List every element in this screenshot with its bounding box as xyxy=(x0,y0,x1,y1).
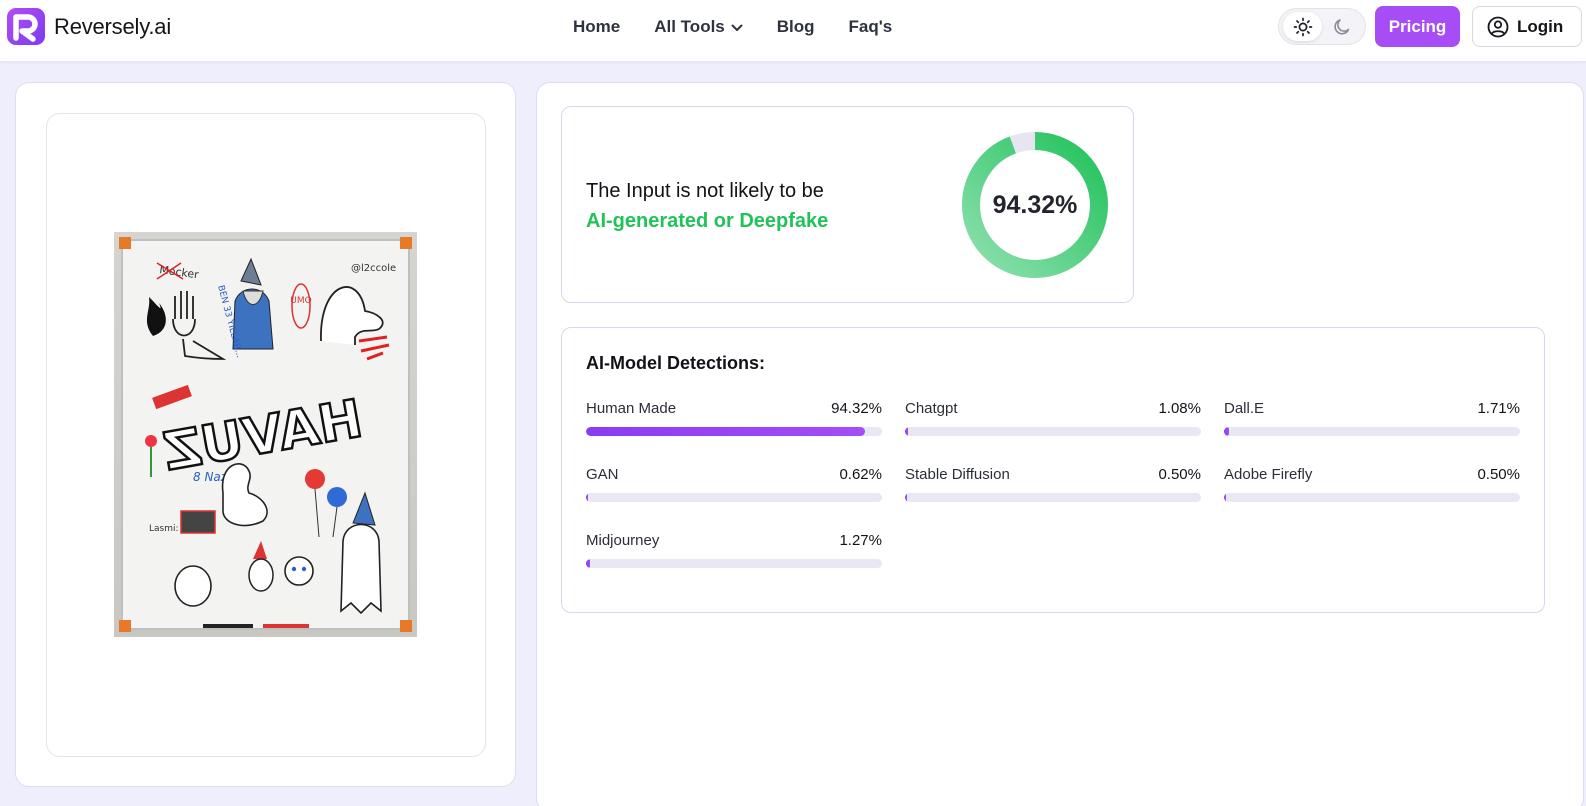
detection-percent: 0.50% xyxy=(1477,466,1520,483)
detection-progress-track xyxy=(586,559,882,568)
logo-icon xyxy=(7,8,45,45)
verdict-card: The Input is not likely to be AI-generat… xyxy=(561,106,1134,303)
detection-progress-fill xyxy=(586,493,589,502)
image-text-umo: UMO xyxy=(290,296,311,306)
uploaded-image: Mocker @l2ccole BEN 33 YILLAR... UMO xyxy=(114,232,417,637)
detection-progress-fill xyxy=(905,427,909,436)
nav-faqs[interactable]: Faq's xyxy=(849,17,893,37)
detection-model-name: Chatgpt xyxy=(905,400,958,417)
verdict-highlight: AI-generated or Deepfake xyxy=(586,210,829,232)
nav-home[interactable]: Home xyxy=(573,17,620,37)
detection-model-name: Human Made xyxy=(586,400,677,417)
detection-progress-track xyxy=(586,493,882,502)
nav-blog[interactable]: Blog xyxy=(777,17,815,37)
light-mode-button[interactable] xyxy=(1283,12,1322,41)
detection-percent: 1.08% xyxy=(1158,400,1201,417)
detection-item: Midjourney 1.27% xyxy=(586,532,882,572)
sun-icon xyxy=(1293,17,1312,36)
nav-all-tools-label: All Tools xyxy=(654,17,725,36)
detection-percent: 0.50% xyxy=(1158,466,1201,483)
detection-item: Human Made 94.32% xyxy=(586,400,882,440)
detection-model-name: Dall.E xyxy=(1224,400,1265,417)
image-preview-frame: Mocker @l2ccole BEN 33 YILLAR... UMO xyxy=(46,113,486,757)
clip-corner xyxy=(400,237,412,249)
image-text-lasmi: Lasmi: xyxy=(149,524,179,534)
clip-corner xyxy=(119,237,131,249)
clip-corner xyxy=(119,620,131,632)
brand-name: Reversely.ai xyxy=(54,13,172,39)
score-percent: 94.32% xyxy=(992,190,1078,219)
detection-item: Stable Diffusion 0.50% xyxy=(905,466,1201,506)
pricing-button[interactable]: Pricing xyxy=(1375,6,1460,47)
moon-icon xyxy=(1333,18,1349,34)
clip-corner xyxy=(400,620,412,632)
logo[interactable]: Reversely.ai xyxy=(7,8,171,45)
detection-percent: 0.62% xyxy=(839,466,882,483)
detections-title: AI-Model Detections: xyxy=(586,353,766,373)
uploaded-image-panel: Mocker @l2ccole BEN 33 YILLAR... UMO xyxy=(15,82,516,787)
login-button[interactable]: Login xyxy=(1472,6,1582,47)
nav-blog-label: Blog xyxy=(776,17,815,36)
detection-item: Adobe Firefly 0.50% xyxy=(1224,466,1520,506)
score-donut-chart xyxy=(962,132,1108,278)
detection-progress-fill xyxy=(1224,493,1227,502)
results-panel: The Input is not likely to be AI-generat… xyxy=(536,82,1584,806)
detection-progress-fill xyxy=(586,427,866,436)
model-detections-card: AI-Model Detections: Human Made 94.32% Cha… xyxy=(561,327,1545,613)
detection-progress-track xyxy=(905,427,1201,436)
nav-faqs-label: Faq's xyxy=(848,17,893,36)
detection-model-name: Midjourney xyxy=(586,532,660,549)
detection-percent: 94.32% xyxy=(831,400,882,417)
doodle-art: Mocker @l2ccole BEN 33 YILLAR... UMO xyxy=(145,257,396,629)
detection-item: Dall.E 1.71% xyxy=(1224,400,1520,440)
top-header: Reversely.ai Home All Tools Blog Faq's xyxy=(0,0,1586,61)
nav-home-label: Home xyxy=(573,17,621,36)
detection-item: Chatgpt 1.08% xyxy=(905,400,1201,440)
donut-score-arc xyxy=(962,132,1108,278)
image-text-havuz: HAVUZ xyxy=(159,389,367,483)
detection-progress-track xyxy=(586,427,882,436)
image-text-handle: @l2ccole xyxy=(351,263,396,274)
detection-model-name: Stable Diffusion xyxy=(905,466,1010,483)
verdict-text: The Input is not likely to be xyxy=(586,180,824,202)
dark-mode-button[interactable] xyxy=(1322,12,1361,41)
image-text-mocker: Mocker xyxy=(159,263,200,281)
detection-progress-fill xyxy=(905,493,908,502)
detection-model-name: GAN xyxy=(586,466,619,483)
login-label: Login xyxy=(1517,16,1564,36)
nav-all-tools[interactable]: All Tools xyxy=(654,17,743,37)
detection-model-name: Adobe Firefly xyxy=(1224,466,1313,483)
detection-progress-fill xyxy=(1224,427,1230,436)
user-circle-icon xyxy=(1487,16,1509,37)
whiteboard-drawing: Mocker @l2ccole BEN 33 YILLAR... UMO xyxy=(119,237,412,632)
detection-progress-track xyxy=(1224,493,1520,502)
detection-progress-track xyxy=(1224,427,1520,436)
detection-progress-fill xyxy=(586,559,590,568)
detection-item: GAN 0.62% xyxy=(586,466,882,506)
main-nav: Home All Tools Blog Faq's xyxy=(573,17,926,37)
detection-percent: 1.71% xyxy=(1477,400,1520,417)
chevron-down-icon xyxy=(731,17,743,37)
detection-percent: 1.27% xyxy=(839,532,882,549)
detection-progress-track xyxy=(905,493,1201,502)
theme-toggle xyxy=(1278,8,1366,45)
